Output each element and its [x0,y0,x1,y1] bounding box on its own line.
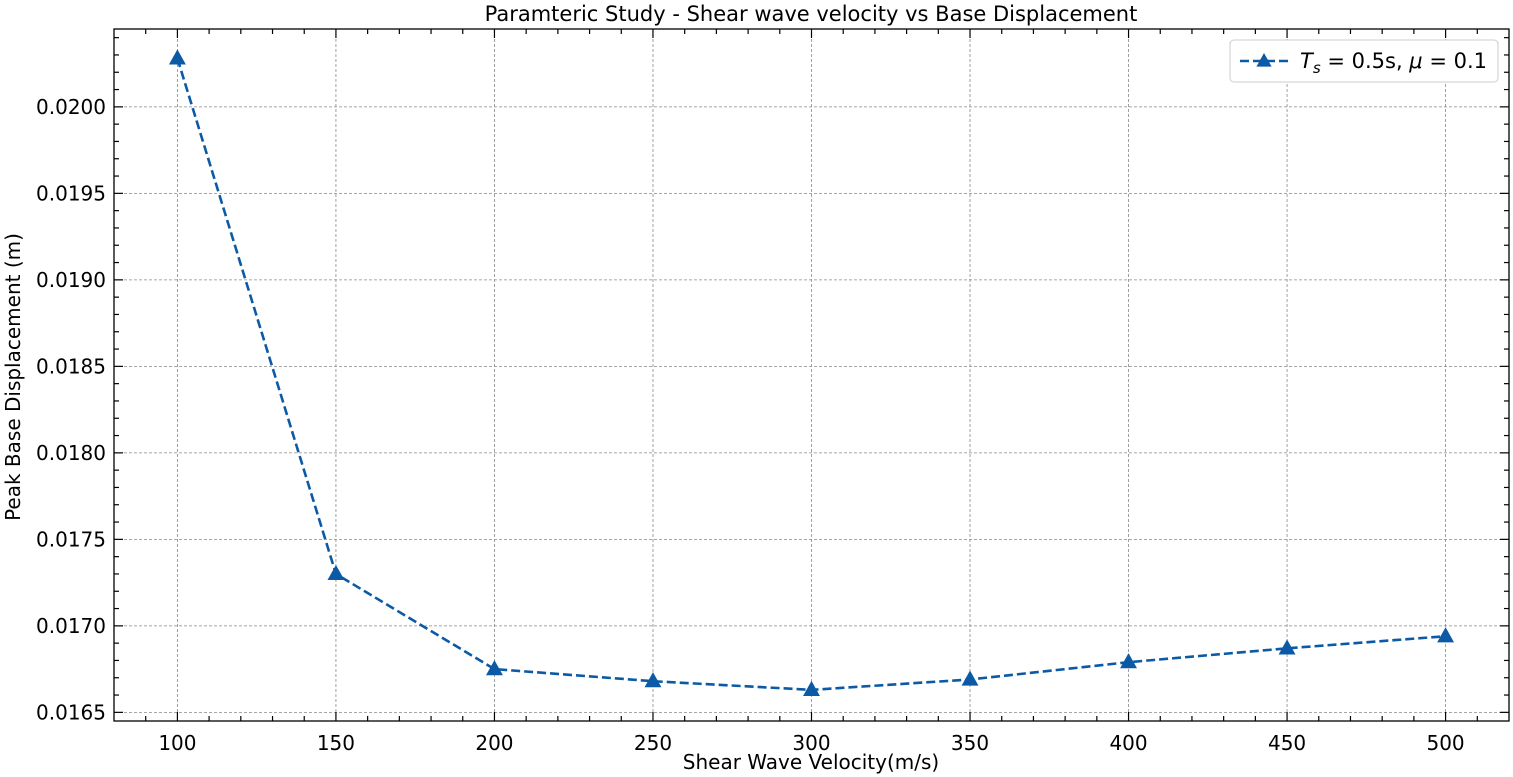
data-point [644,672,662,688]
x-tick-label: 300 [792,731,830,755]
x-tick-label: 200 [475,731,513,755]
chart-title: Paramteric Study - Shear wave velocity v… [485,2,1138,26]
y-tick-label: 0.0170 [36,614,106,638]
x-tick-label: 400 [1109,731,1147,755]
series-layer [168,49,1455,696]
y-tick-label: 0.0185 [36,354,106,378]
data-point [486,660,503,676]
legend-label: Ts = 0.5s, μ = 0.1 [1300,49,1487,77]
y-tick-label: 0.0165 [36,700,106,724]
data-point [803,680,820,696]
y-tick-label: 0.0195 [36,181,106,205]
data-point [168,49,186,65]
x-tick-label: 500 [1426,731,1464,755]
y-tick-label: 0.0190 [36,268,106,292]
data-point [1278,639,1296,655]
data-point [327,564,345,581]
data-point [1437,627,1455,643]
x-tick-label: 150 [317,731,355,755]
data-point [961,670,979,686]
legend-marker-swatch [1256,53,1272,67]
data-point [1120,653,1137,669]
x-tick-label: 350 [951,731,989,755]
y-tick-label: 0.0180 [36,441,106,465]
x-axis-label: Shear Wave Velocity(m/s) [683,750,939,774]
y-tick-label: 0.0175 [36,527,106,551]
x-tick-label: 250 [634,731,672,755]
x-tick-label: 100 [158,731,196,755]
legend: Ts = 0.5s, μ = 0.1 [1229,39,1499,83]
ticks-layer: 100 150 200 250 300 350 400 450 500 0.0165 0.0170 0… [36,29,1509,755]
legend-box [1229,39,1499,83]
x-tick-label: 450 [1268,731,1306,755]
grid-layer [114,29,1509,721]
y-tick-label: 0.0200 [36,95,106,119]
y-axis-label: Peak Base Displacement (m) [1,233,25,521]
